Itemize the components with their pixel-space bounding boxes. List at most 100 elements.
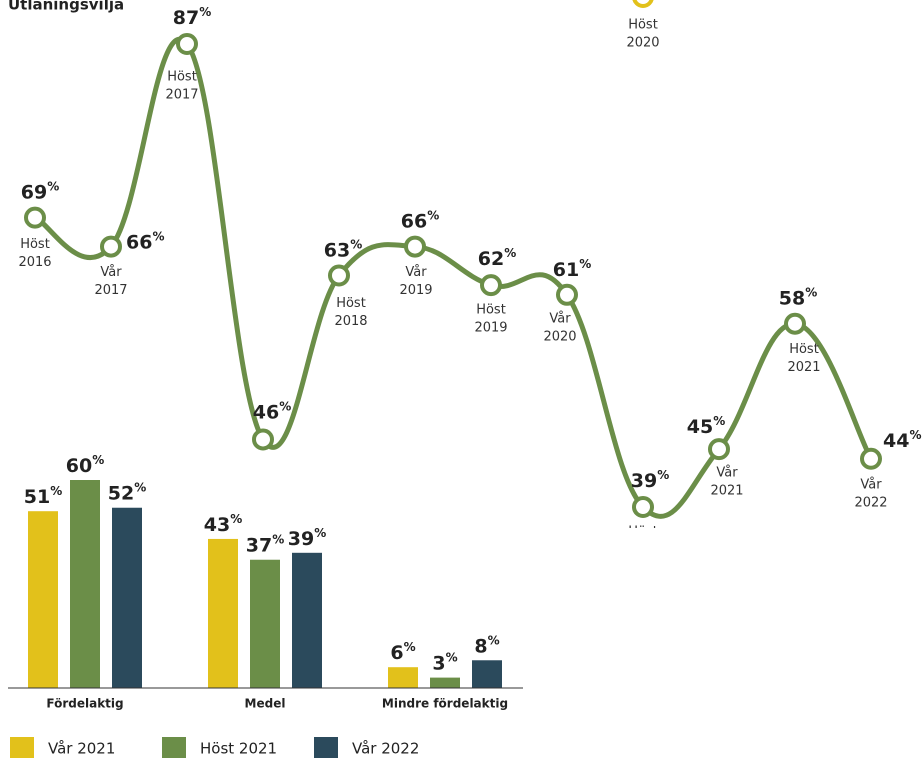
- legend-label: Vår 2021: [48, 740, 115, 758]
- value-label: 52%: [108, 480, 146, 504]
- value-label: 6%: [390, 640, 415, 664]
- bar: [250, 559, 280, 688]
- unit: %: [314, 525, 326, 539]
- value-label: 8%: [474, 633, 499, 657]
- value-label: 37%: [246, 532, 284, 556]
- unit: %: [272, 532, 284, 546]
- point: [100, 235, 122, 258]
- value: 66: [126, 231, 152, 253]
- period-label: Höst: [789, 342, 819, 357]
- bar: [28, 511, 58, 688]
- period-label: 2020: [543, 329, 576, 344]
- value-label: 60%: [66, 453, 104, 477]
- period-label: Vår: [405, 265, 427, 280]
- period-label: 2019: [474, 321, 507, 336]
- period-label: 2020: [626, 543, 659, 558]
- point: [480, 274, 502, 297]
- unit: %: [92, 453, 104, 467]
- period-label: Höst: [167, 70, 197, 85]
- point: [556, 283, 578, 306]
- value: 46: [253, 401, 279, 423]
- period-label: 2017: [94, 283, 127, 298]
- period-label: 2021: [787, 360, 820, 375]
- x-tick-label: Medel: [245, 697, 286, 711]
- x-tick-label: Mindre fördelaktig: [382, 697, 508, 711]
- period-label: 2021: [710, 484, 743, 499]
- value: 66: [401, 210, 427, 232]
- period-label: 2017: [165, 88, 198, 103]
- value-label: 39%: [631, 468, 669, 492]
- bar: [292, 552, 322, 688]
- value: 39: [288, 527, 314, 549]
- period-label: Höst: [476, 303, 506, 318]
- period-label: 2016: [18, 255, 51, 270]
- value: 39: [631, 470, 657, 492]
- unit: %: [427, 208, 439, 222]
- value-label: 87%: [173, 5, 211, 29]
- value: 69: [21, 181, 47, 203]
- annotation-text: 2020: [626, 36, 659, 51]
- value-label: 39%: [288, 525, 326, 549]
- period-label: Höst: [336, 296, 366, 311]
- bar: [70, 480, 100, 688]
- value-label: 69%: [21, 179, 59, 203]
- period-label: Höst: [628, 525, 658, 540]
- unit: %: [446, 650, 458, 664]
- point: [176, 33, 198, 55]
- point: [708, 438, 730, 461]
- value-label: 51%: [24, 484, 62, 508]
- value: 61: [553, 258, 579, 280]
- unit: %: [199, 5, 211, 19]
- annotation-text: Höst: [628, 18, 658, 33]
- point: [24, 206, 46, 229]
- value: 51: [24, 486, 50, 508]
- unit: %: [404, 640, 416, 654]
- value-label: 63%: [324, 237, 362, 261]
- value-label: 58%: [779, 285, 817, 309]
- value: 3: [432, 652, 445, 674]
- value: 8: [474, 635, 487, 657]
- value: 6: [390, 642, 403, 664]
- value: 60: [66, 455, 92, 477]
- unit: %: [350, 237, 362, 251]
- point: [632, 496, 654, 519]
- point: [860, 447, 882, 470]
- period-label: Vår: [860, 477, 882, 492]
- unit: %: [50, 484, 62, 498]
- legend-label: Vår 2022: [352, 740, 419, 758]
- period-label: 2018: [334, 314, 367, 329]
- value-label: 61%: [553, 256, 591, 280]
- value: 87: [173, 7, 199, 29]
- point: [404, 235, 426, 258]
- legend-swatch: [162, 737, 186, 758]
- value-label: 62%: [478, 246, 516, 270]
- value: 58: [779, 287, 805, 309]
- bar: [388, 667, 418, 688]
- value: 62: [478, 248, 504, 270]
- unit: %: [657, 468, 669, 482]
- unit: %: [504, 246, 516, 260]
- x-tick-label: Fördelaktig: [46, 697, 123, 711]
- value: 44: [883, 429, 909, 451]
- bar: [112, 507, 142, 688]
- unit: %: [152, 229, 164, 243]
- legend-swatch: [314, 737, 338, 758]
- period-label: Vår: [100, 265, 122, 280]
- value-label: 66%: [126, 229, 164, 253]
- point: [784, 312, 806, 335]
- unit: %: [279, 399, 291, 413]
- unit: %: [909, 427, 921, 441]
- unit: %: [805, 285, 817, 299]
- period-label: Vår: [716, 466, 738, 481]
- value-label: 43%: [204, 511, 242, 535]
- unit: %: [579, 256, 591, 270]
- point: [252, 428, 274, 451]
- value: 52: [108, 482, 134, 504]
- unit: %: [230, 511, 242, 525]
- value-label: 3%: [432, 650, 457, 674]
- period-label: Vår: [549, 311, 571, 326]
- unit: %: [713, 414, 725, 428]
- line: [33, 37, 874, 519]
